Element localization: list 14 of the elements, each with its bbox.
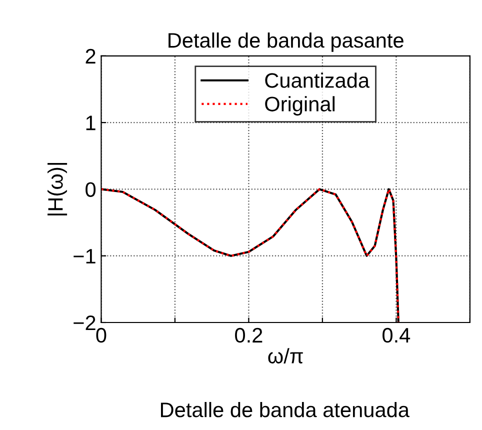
x-tick-label: 0.2 bbox=[235, 328, 262, 343]
chart-title: Detalle de banda pasante bbox=[168, 32, 404, 52]
y-tick-label: −2 bbox=[74, 316, 96, 330]
y-tick-label: −1 bbox=[74, 249, 96, 264]
y-tick-label: 1 bbox=[86, 116, 96, 130]
x-tick-label: 0 bbox=[96, 328, 106, 343]
y-tick-label: 2 bbox=[86, 48, 96, 64]
x-axis-title: ω/π bbox=[268, 348, 303, 364]
legend-label: Cuantizada bbox=[265, 72, 370, 88]
y-axis-title: |H(ω)| bbox=[48, 163, 68, 216]
y-tick-label: 0 bbox=[86, 182, 96, 197]
x-tick-label: 0.4 bbox=[382, 328, 410, 343]
text: Detalle de banda atenuada bbox=[160, 402, 410, 418]
legend-label: Original bbox=[265, 96, 335, 116]
